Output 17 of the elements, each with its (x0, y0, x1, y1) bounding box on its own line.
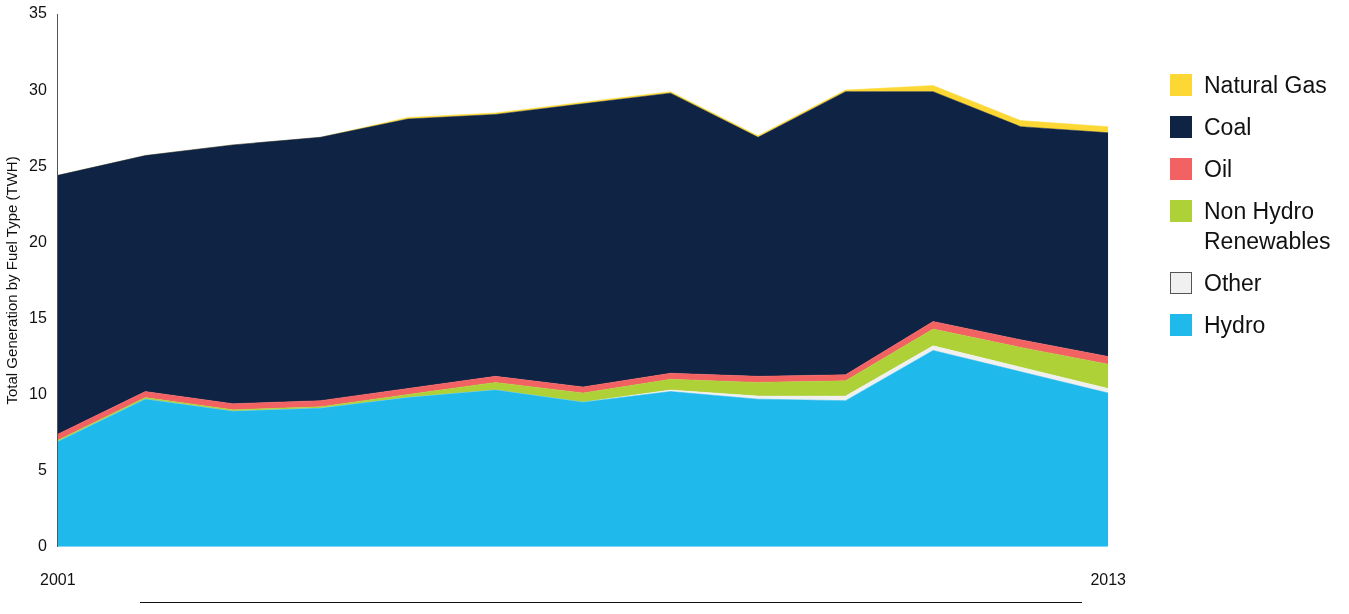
y-tick-label: 15 (29, 308, 47, 326)
y-tick-label: 0 (37, 537, 47, 555)
y-axis-title: Total Generation by Fuel Type (TWH) (3, 156, 21, 405)
legend-label: Natural Gas (1204, 71, 1328, 100)
legend-label: Other (1204, 269, 1263, 298)
y-tick-label: 5 (37, 461, 47, 479)
y-tick-label: 30 (29, 80, 47, 98)
y-tick-label: 20 (29, 232, 47, 250)
y-tick-label: 10 (29, 384, 47, 402)
legend-label: Hydro (1204, 311, 1267, 340)
x-tick-label: 2001 (40, 570, 76, 588)
y-tick-label: 25 (29, 156, 47, 174)
legend-label: Coal (1204, 113, 1253, 142)
legend-label: Non Hydro Renewables (1204, 197, 1332, 256)
y-tick-label: 35 (29, 4, 47, 22)
x-tick-label: 2013 (1090, 570, 1127, 588)
legend-label: Oil (1204, 155, 1234, 184)
